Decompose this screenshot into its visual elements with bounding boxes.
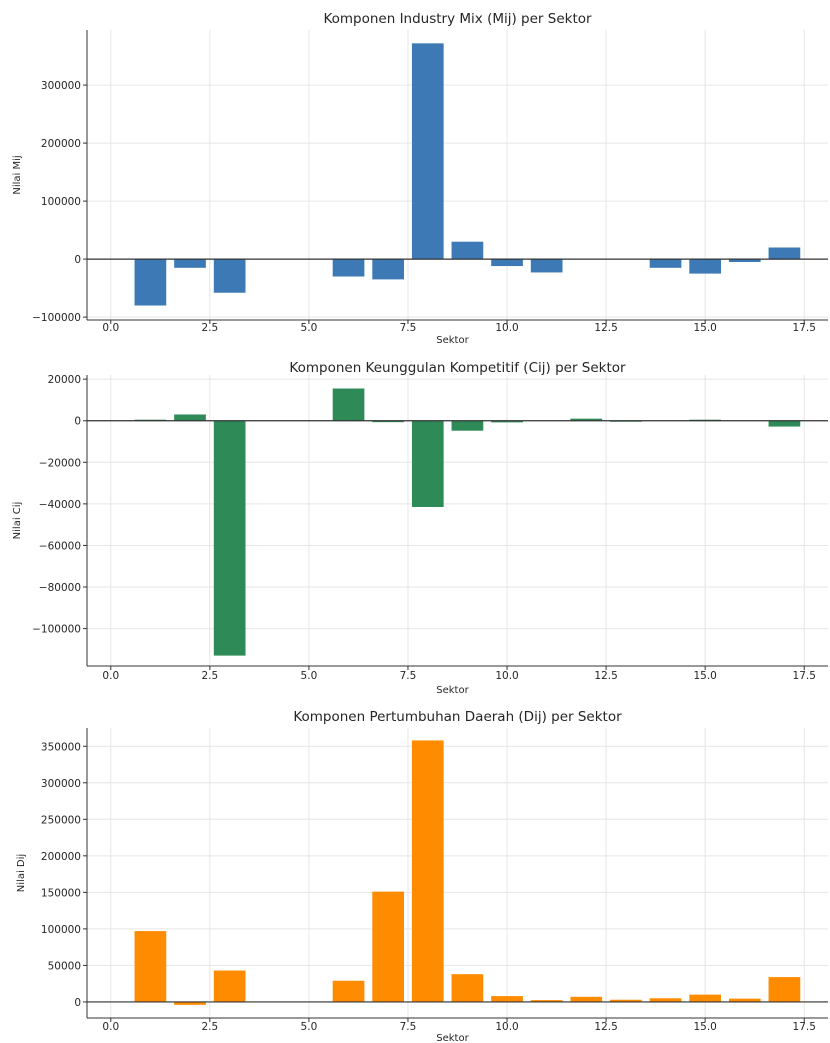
- bar-sektor-17: [768, 420, 801, 427]
- bar-sektor-9: [451, 420, 484, 431]
- chart-title: Komponen Keunggulan Kompetitif (Cij) per…: [289, 360, 626, 376]
- x-tick-label: 2.5: [201, 322, 218, 334]
- x-tick-label: 2.5: [201, 1021, 218, 1033]
- bar-sektor-3: [213, 259, 246, 293]
- x-tick-label: 7.5: [400, 670, 417, 682]
- bar-sektor-7: [372, 891, 405, 1002]
- bar-sektor-10: [491, 259, 523, 267]
- x-tick-label: 15.0: [693, 322, 716, 334]
- bar-sektor-16: [728, 259, 761, 262]
- bar-sektor-13: [610, 999, 642, 1002]
- y-tick-label: 300000: [41, 778, 81, 790]
- bar-sektor-15: [689, 259, 722, 274]
- bar-sektor-12: [570, 418, 603, 421]
- x-axis-label: Sektor: [436, 685, 469, 696]
- chart-panel-2: 0.0 2.5 5.0 7.5 10.0 12.5 15.0 17.5 −100000 −8000…: [12, 360, 828, 696]
- bar-sektor-8: [411, 740, 444, 1002]
- bar-sektor-6: [332, 980, 365, 1002]
- chart-title: Komponen Industry Mix (Mij) per Sektor: [323, 11, 592, 27]
- bar-sektor-11: [530, 1000, 563, 1002]
- y-tick-label: −100000: [32, 312, 81, 324]
- y-axis-label: Nilai Dij: [16, 854, 27, 892]
- bar-sektor-8: [411, 43, 444, 260]
- bar-sektor-7: [372, 259, 405, 280]
- y-tick-label: 0: [74, 254, 81, 266]
- y-tick-label: 200000: [41, 138, 81, 150]
- bar-sektor-7: [372, 420, 405, 423]
- bar-sektor-3: [213, 970, 246, 1002]
- y-tick-label: 250000: [41, 814, 81, 826]
- x-tick-label: 12.5: [594, 670, 617, 682]
- y-tick-label: −40000: [39, 499, 81, 511]
- x-tick-label: 17.5: [793, 322, 816, 334]
- x-tick-label: 7.5: [400, 1021, 417, 1033]
- x-tick-label: 10.0: [495, 322, 518, 334]
- x-tick-label: 5.0: [301, 322, 318, 334]
- chart-panel-3: 0.0 2.5 5.0 7.5 10.0 12.5 15.0 17.5 0 50000 100000…: [16, 709, 828, 1043]
- x-tick-label: 15.0: [693, 1021, 716, 1033]
- bar-sektor-1: [134, 931, 167, 1002]
- bar-sektor-1: [134, 259, 167, 306]
- bar-sektor-14: [649, 998, 682, 1002]
- x-tick-label: 17.5: [793, 1021, 816, 1033]
- x-tick-label: 2.5: [201, 670, 218, 682]
- bar-sektor-14: [649, 259, 682, 268]
- x-tick-label: 5.0: [301, 670, 318, 682]
- y-tick-label: 100000: [41, 196, 81, 208]
- y-axis-label: Nilai Mij: [12, 155, 23, 194]
- y-tick-label: 350000: [41, 741, 81, 753]
- x-tick-label: 5.0: [301, 1021, 318, 1033]
- x-tick-label: 0.0: [102, 322, 119, 334]
- y-tick-label: −80000: [39, 582, 81, 594]
- x-tick-label: 0.0: [102, 670, 119, 682]
- y-tick-label: 20000: [48, 374, 81, 386]
- y-tick-label: −60000: [39, 540, 81, 552]
- x-tick-label: 15.0: [693, 670, 716, 682]
- y-tick-label: 0: [74, 997, 81, 1009]
- bar-sektor-12: [570, 996, 603, 1002]
- bar-sektor-17: [768, 247, 801, 260]
- y-tick-label: 300000: [41, 80, 81, 92]
- bar-sektor-9: [451, 241, 484, 260]
- bar-sektor-15: [689, 994, 722, 1002]
- x-tick-label: 12.5: [594, 1021, 617, 1033]
- x-axis-label: Sektor: [436, 335, 469, 346]
- y-tick-label: 150000: [41, 887, 81, 899]
- bar-sektor-2: [174, 414, 206, 421]
- bar-sektor-6: [332, 388, 365, 421]
- x-tick-label: 10.0: [495, 670, 518, 682]
- y-axis-label: Nilai Cij: [12, 502, 23, 540]
- y-tick-label: 200000: [41, 851, 81, 863]
- x-tick-label: 7.5: [400, 322, 417, 334]
- bar-sektor-16: [728, 998, 761, 1002]
- bar-sektor-9: [451, 974, 484, 1002]
- y-tick-label: −20000: [39, 457, 81, 469]
- bar-sektor-17: [768, 977, 801, 1002]
- x-tick-label: 0.0: [102, 1021, 119, 1033]
- bar-sektor-6: [332, 259, 365, 277]
- bar-sektor-2: [174, 1001, 206, 1005]
- bar-sektor-10: [491, 996, 523, 1002]
- x-axis-label: Sektor: [436, 1033, 469, 1043]
- y-tick-label: 50000: [48, 960, 81, 972]
- chart-title: Komponen Pertumbuhan Daerah (Dij) per Se…: [293, 709, 622, 725]
- bar-sektor-10: [491, 420, 523, 423]
- y-tick-label: 0: [74, 416, 81, 428]
- chart-panel-1: 0.0 2.5 5.0 7.5 10.0 12.5 15.0 17.5 −100000 0 1000…: [12, 11, 828, 346]
- y-tick-label: −100000: [32, 624, 81, 636]
- x-tick-label: 12.5: [594, 322, 617, 334]
- bar-sektor-3: [213, 420, 246, 656]
- bar-sektor-2: [174, 259, 206, 268]
- x-tick-label: 10.0: [495, 1021, 518, 1033]
- x-tick-label: 17.5: [793, 670, 816, 682]
- bar-sektor-8: [411, 420, 444, 507]
- bar-sektor-11: [530, 259, 563, 273]
- y-tick-label: 100000: [41, 924, 81, 936]
